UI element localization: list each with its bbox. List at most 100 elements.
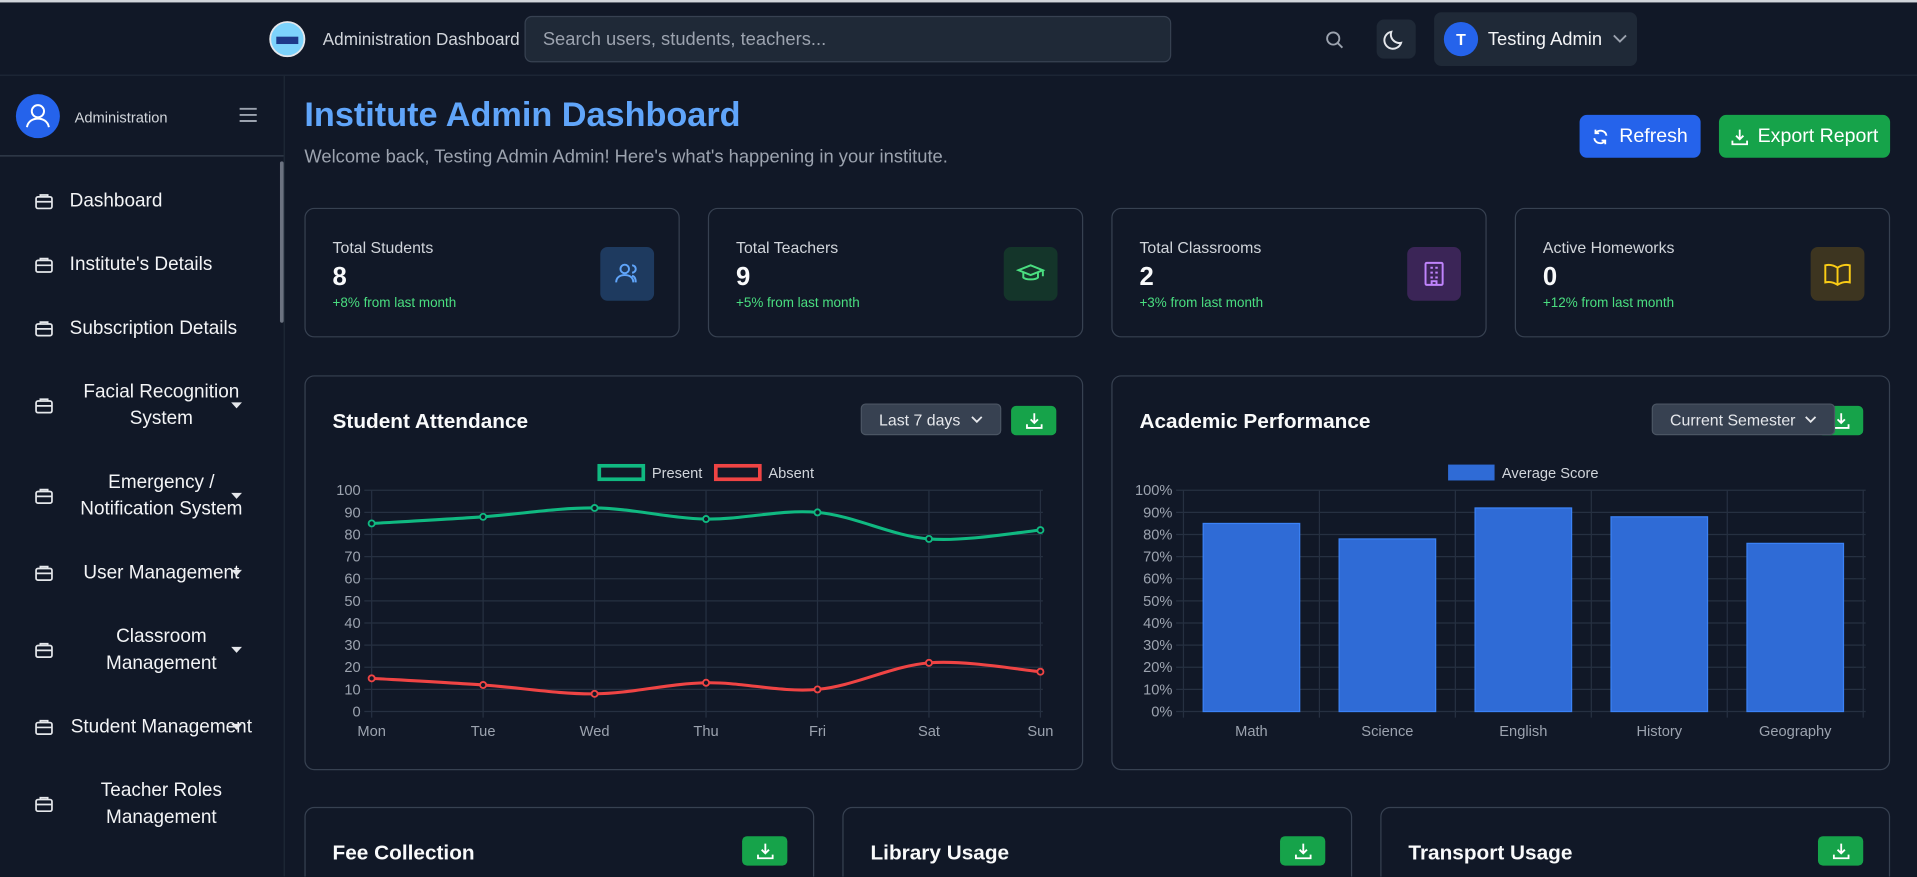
legend-label: Absent	[768, 466, 814, 482]
stat-icon	[600, 246, 655, 301]
refresh-button[interactable]: Refresh	[1579, 114, 1701, 158]
nav-icon	[35, 257, 53, 273]
x-tick-label: Tue	[471, 724, 496, 740]
legend: Present Absent	[597, 463, 814, 482]
x-tick-label: Sun	[1027, 724, 1053, 740]
scrollbar	[279, 161, 284, 323]
download-icon	[1294, 843, 1311, 860]
download-button[interactable]	[1280, 836, 1326, 866]
bar	[1202, 522, 1301, 713]
y-tick-label: 20%	[1143, 660, 1172, 676]
menu-toggle[interactable]	[238, 106, 258, 123]
nav-item[interactable]: Student Management	[0, 696, 281, 760]
point	[702, 515, 711, 523]
y-tick-label: 40%	[1143, 616, 1172, 632]
stat-value: 9	[735, 262, 751, 291]
button-label: Export Report	[1757, 125, 1879, 147]
stat-icon	[1003, 246, 1058, 301]
caret	[231, 569, 243, 576]
nav-icon	[35, 565, 53, 581]
point	[924, 658, 933, 667]
nav-icon	[35, 719, 53, 736]
sidebar: Administration Dashboard Institute's Deta…	[0, 75, 285, 877]
legend-swatch	[597, 463, 646, 482]
download-icon	[1731, 128, 1748, 145]
section-card: Fee Collection	[304, 806, 815, 877]
y-tick-label: 30	[344, 638, 360, 654]
point	[813, 685, 822, 694]
search-icon[interactable]	[1325, 31, 1345, 51]
filter-label: Last 7 days	[879, 410, 961, 429]
nav-icon	[35, 194, 53, 210]
user-avatar: T	[1443, 22, 1479, 57]
stat-label: Total Students	[332, 238, 434, 257]
bar	[1338, 538, 1437, 713]
nav-item[interactable]: Institute's Details	[0, 234, 281, 298]
page-title: Institute Admin Dashboard	[304, 95, 741, 134]
nav-label: Institute's Details	[69, 254, 213, 276]
y-tick-label: 60	[344, 572, 360, 588]
nav-item[interactable]: User Management	[0, 542, 281, 606]
y-tick-label: 0	[353, 704, 361, 720]
export-button[interactable]: Export Report	[1718, 114, 1891, 158]
search-box[interactable]: Search users, students, teachers...	[524, 15, 1172, 63]
chevron	[971, 416, 983, 424]
nav-item[interactable]: Classroom Management	[0, 605, 281, 695]
x-tick-label: Mon	[357, 724, 386, 740]
stat-card: Total Teachers 9 +5% from last month	[707, 207, 1084, 338]
nav-label: Dashboard	[69, 190, 163, 212]
download-button[interactable]	[1817, 836, 1864, 866]
icon	[1824, 263, 1851, 287]
legend: Average Score	[1448, 464, 1599, 482]
stat-icon	[1810, 246, 1865, 301]
y-tick-label: 10%	[1143, 682, 1172, 698]
section-title: Fee Collection	[332, 841, 475, 865]
filter-select[interactable]: Last 7 days	[860, 403, 1002, 436]
chart-card: Student Attendance Last 7 days 0 10 20 30 40 50…	[304, 375, 1084, 771]
point	[924, 534, 933, 543]
stat-change: +8% from last month	[332, 295, 457, 311]
section-card: Transport Usage	[1380, 806, 1891, 877]
stat-change: +5% from last month	[735, 295, 860, 311]
nav-item[interactable]: Teacher Roles Management	[0, 759, 281, 849]
chart-title: Academic Performance	[1139, 409, 1371, 433]
point	[702, 678, 711, 687]
download-button[interactable]	[1011, 405, 1057, 436]
nav-item[interactable]: Facial Recognition System	[0, 361, 281, 451]
nav-item[interactable]: Emergency / Notification System	[0, 451, 281, 541]
x-tick-label: Math	[1235, 724, 1268, 740]
app-title: Administration Dashboard	[322, 29, 520, 49]
y-tick-label: 60%	[1143, 572, 1172, 588]
x-tick-label: History	[1636, 724, 1682, 740]
stat-change: +12% from last month	[1542, 295, 1675, 311]
nav-label: Emergency / Notification System	[80, 471, 243, 520]
y-tick-label: 40	[344, 616, 360, 632]
y-tick-label: 20	[344, 660, 360, 676]
filter-select[interactable]: Current Semester	[1651, 403, 1836, 436]
theme-toggle[interactable]	[1376, 19, 1416, 59]
legend-label: Present	[652, 466, 703, 482]
stat-card: Total Classrooms 2 +3% from last month	[1111, 207, 1487, 338]
stat-change: +3% from last month	[1139, 295, 1264, 311]
y-tick-label: 0%	[1151, 704, 1172, 720]
nav-icon	[35, 488, 53, 504]
stat-label: Active Homeworks	[1542, 238, 1675, 257]
logo	[269, 21, 306, 58]
point	[1036, 667, 1045, 676]
nav-item[interactable]: Subscription Details	[0, 297, 281, 361]
y-tick-label: 90	[344, 505, 360, 521]
point	[813, 508, 822, 517]
y-tick-label: 90%	[1143, 505, 1172, 521]
nav-item[interactable]: Dashboard	[0, 170, 281, 234]
chevron	[1805, 416, 1817, 424]
user-menu[interactable]: T Testing Admin	[1434, 12, 1638, 67]
download-button[interactable]	[742, 836, 788, 866]
stat-icon	[1407, 246, 1461, 301]
caret	[231, 646, 243, 653]
nav-label: Subscription Details	[69, 317, 238, 339]
point	[590, 503, 599, 512]
top-bar: Administration Dashboard Search users, s…	[0, 0, 1917, 76]
section-title: Transport Usage	[1408, 841, 1573, 865]
bar	[1746, 542, 1845, 713]
point	[1036, 526, 1045, 535]
